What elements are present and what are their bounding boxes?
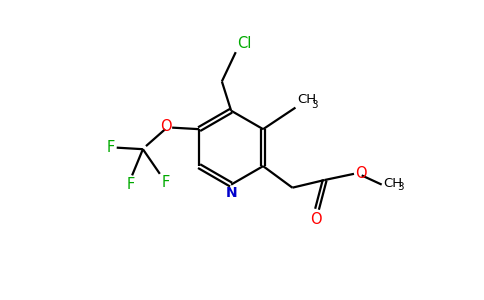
Text: O: O: [160, 119, 171, 134]
Text: CH: CH: [297, 93, 316, 106]
Text: O: O: [355, 166, 366, 181]
Text: F: F: [126, 177, 135, 192]
Text: 3: 3: [397, 182, 404, 192]
Text: O: O: [310, 212, 321, 227]
Text: F: F: [107, 140, 115, 155]
Text: Cl: Cl: [237, 36, 252, 51]
Text: N: N: [225, 186, 237, 200]
Text: CH: CH: [383, 177, 402, 190]
Text: F: F: [161, 176, 169, 190]
Text: 3: 3: [311, 100, 318, 110]
